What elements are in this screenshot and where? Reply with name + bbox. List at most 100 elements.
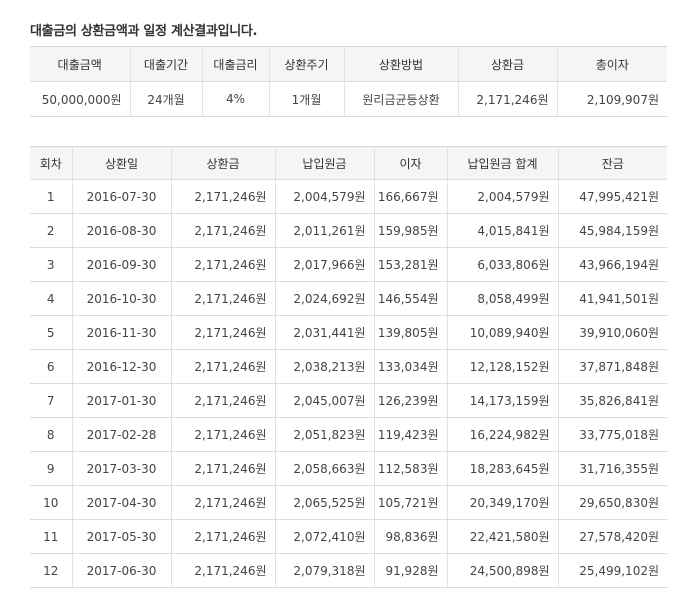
cell-principal-paid: 2,004,579원	[275, 179, 375, 214]
cell-balance: 31,716,355원	[558, 451, 667, 486]
cell-repayment-date: 2017-01-30	[72, 383, 172, 418]
cell-principal-total: 20,349,170원	[447, 485, 559, 520]
value-repayment-cycle: 1개월	[269, 81, 345, 117]
schedule-body: 1 2016-07-30 2,171,246원 2,004,579원 166,667원 2…	[30, 179, 667, 588]
header-principal-paid: 납입원금	[275, 146, 375, 180]
cell-interest: 98,836원	[374, 519, 448, 554]
cell-installment-no: 1	[30, 179, 73, 214]
cell-interest: 105,721원	[374, 485, 448, 520]
cell-repayment-date: 2017-03-30	[72, 451, 172, 486]
cell-principal-paid: 2,024,692원	[275, 281, 375, 316]
header-installment-no: 회차	[30, 146, 73, 180]
cell-interest: 112,583원	[374, 451, 448, 486]
value-loan-amount: 50,000,000원	[30, 81, 131, 117]
cell-payment: 2,171,246원	[171, 417, 276, 452]
cell-principal-total: 12,128,152원	[447, 349, 559, 384]
cell-payment: 2,171,246원	[171, 383, 276, 418]
table-row: 1 2016-07-30 2,171,246원 2,004,579원 166,667원 2…	[30, 179, 667, 214]
cell-principal-total: 22,421,580원	[447, 519, 559, 554]
cell-repayment-date: 2016-10-30	[72, 281, 172, 316]
summary-value-row: 50,000,000원 24개월 4% 1개월 원리금균등상환 2,171,24…	[30, 81, 667, 117]
cell-interest: 91,928원	[374, 553, 448, 588]
cell-installment-no: 7	[30, 383, 73, 418]
cell-principal-total: 18,283,645원	[447, 451, 559, 486]
cell-principal-total: 16,224,982원	[447, 417, 559, 452]
header-repayment-cycle: 상환주기	[269, 46, 345, 82]
cell-principal-total: 14,173,159원	[447, 383, 559, 418]
cell-payment: 2,171,246원	[171, 315, 276, 350]
cell-balance: 29,650,830원	[558, 485, 667, 520]
header-interest: 이자	[374, 146, 448, 180]
value-repayment-method: 원리금균등상환	[344, 81, 459, 117]
cell-installment-no: 5	[30, 315, 73, 350]
cell-repayment-date: 2016-08-30	[72, 213, 172, 248]
cell-installment-no: 10	[30, 485, 73, 520]
cell-payment: 2,171,246원	[171, 553, 276, 588]
value-loan-period: 24개월	[130, 81, 203, 117]
cell-principal-paid: 2,031,441원	[275, 315, 375, 350]
header-interest-rate: 대출금리	[202, 46, 270, 82]
header-principal-total: 납입원금 합계	[447, 146, 559, 180]
schedule-header-row: 회차 상환일 상환금 납입원금 이자 납입원금 합계 잔금	[30, 146, 667, 180]
cell-interest: 139,805원	[374, 315, 448, 350]
cell-principal-paid: 2,045,007원	[275, 383, 375, 418]
cell-interest: 119,423원	[374, 417, 448, 452]
cell-installment-no: 4	[30, 281, 73, 316]
header-total-interest: 총이자	[557, 46, 667, 82]
cell-payment: 2,171,246원	[171, 349, 276, 384]
cell-interest: 146,554원	[374, 281, 448, 316]
cell-repayment-date: 2017-04-30	[72, 485, 172, 520]
header-repayment-method: 상환방법	[344, 46, 459, 82]
cell-repayment-date: 2017-06-30	[72, 553, 172, 588]
cell-balance: 33,775,018원	[558, 417, 667, 452]
cell-balance: 25,499,102원	[558, 553, 667, 588]
cell-payment: 2,171,246원	[171, 179, 276, 214]
table-row: 11 2017-05-30 2,171,246원 2,072,410원 98,836원 2…	[30, 519, 667, 554]
header-loan-amount: 대출금액	[30, 46, 131, 82]
cell-principal-total: 10,089,940원	[447, 315, 559, 350]
cell-interest: 159,985원	[374, 213, 448, 248]
cell-repayment-date: 2016-07-30	[72, 179, 172, 214]
cell-principal-paid: 2,058,663원	[275, 451, 375, 486]
value-repayment-amount: 2,171,246원	[458, 81, 558, 117]
table-row: 7 2017-01-30 2,171,246원 2,045,007원 126,239원 1…	[30, 383, 667, 418]
cell-balance: 41,941,501원	[558, 281, 667, 316]
table-row: 12 2017-06-30 2,171,246원 2,079,318원 91,928원 2…	[30, 553, 667, 588]
loan-summary-table: 대출금액 대출기간 대출금리 상환주기 상환방법 상환금 총이자 50,000,…	[30, 46, 667, 117]
cell-principal-paid: 2,051,823원	[275, 417, 375, 452]
header-repayment-amount: 상환금	[458, 46, 558, 82]
cell-interest: 166,667원	[374, 179, 448, 214]
cell-balance: 47,995,421원	[558, 179, 667, 214]
header-loan-period: 대출기간	[130, 46, 203, 82]
cell-installment-no: 8	[30, 417, 73, 452]
cell-repayment-date: 2016-09-30	[72, 247, 172, 282]
cell-interest: 133,034원	[374, 349, 448, 384]
cell-balance: 35,826,841원	[558, 383, 667, 418]
header-balance: 잔금	[558, 146, 667, 180]
cell-principal-total: 2,004,579원	[447, 179, 559, 214]
cell-balance: 43,966,194원	[558, 247, 667, 282]
cell-balance: 45,984,159원	[558, 213, 667, 248]
value-total-interest: 2,109,907원	[557, 81, 667, 117]
cell-balance: 37,871,848원	[558, 349, 667, 384]
cell-payment: 2,171,246원	[171, 247, 276, 282]
table-row: 4 2016-10-30 2,171,246원 2,024,692원 146,554원 8…	[30, 281, 667, 316]
value-interest-rate: 4%	[202, 81, 270, 117]
cell-installment-no: 3	[30, 247, 73, 282]
table-row: 5 2016-11-30 2,171,246원 2,031,441원 139,805원 1…	[30, 315, 667, 350]
cell-interest: 126,239원	[374, 383, 448, 418]
cell-principal-total: 8,058,499원	[447, 281, 559, 316]
cell-balance: 27,578,420원	[558, 519, 667, 554]
cell-principal-paid: 2,079,318원	[275, 553, 375, 588]
cell-payment: 2,171,246원	[171, 213, 276, 248]
cell-principal-total: 4,015,841원	[447, 213, 559, 248]
cell-principal-total: 24,500,898원	[447, 553, 559, 588]
cell-installment-no: 2	[30, 213, 73, 248]
table-row: 10 2017-04-30 2,171,246원 2,065,525원 105,721원…	[30, 485, 667, 520]
cell-interest: 153,281원	[374, 247, 448, 282]
cell-principal-paid: 2,038,213원	[275, 349, 375, 384]
result-title: 대출금의 상환금액과 일정 계산결과입니다.	[30, 24, 258, 39]
table-row: 2 2016-08-30 2,171,246원 2,011,261원 159,985원 4…	[30, 213, 667, 248]
cell-repayment-date: 2016-12-30	[72, 349, 172, 384]
cell-payment: 2,171,246원	[171, 519, 276, 554]
